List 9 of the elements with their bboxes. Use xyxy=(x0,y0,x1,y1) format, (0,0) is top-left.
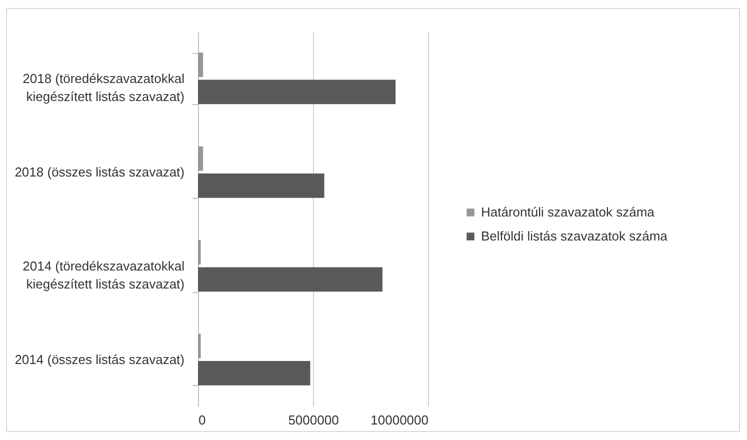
x-tick-label: 10000000 xyxy=(370,412,428,428)
y-tick-label: 2018 (összes listás szavazat) xyxy=(14,164,184,180)
legend-label: Határontúli szavazatok száma xyxy=(481,204,656,220)
x-tick-label: 0 xyxy=(198,412,206,428)
x-tick-label: 5000000 xyxy=(288,412,339,428)
y-tick-label: 2014 (töredékszavazatokkal kiegészített listás szavazat) xyxy=(22,258,185,292)
y-tick-label: 2018 (töredékszavazatokkal kiegészített listás szavazat) xyxy=(22,70,185,104)
y-tick-label: 2014 (összes listás szavazat) xyxy=(14,352,184,368)
legend-label: Belföldi listás szavazatok száma xyxy=(481,228,668,244)
